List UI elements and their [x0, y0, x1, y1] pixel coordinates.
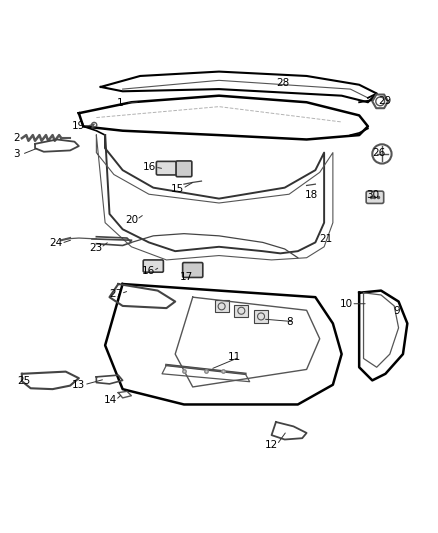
Text: 24: 24: [49, 238, 63, 248]
Text: 10: 10: [339, 298, 353, 309]
Text: 23: 23: [89, 243, 102, 253]
Text: 11: 11: [228, 352, 241, 362]
Text: 8: 8: [286, 317, 293, 327]
Text: 26: 26: [372, 149, 385, 158]
Text: 27: 27: [109, 289, 122, 298]
Text: 14: 14: [104, 395, 117, 405]
FancyBboxPatch shape: [143, 260, 163, 272]
FancyBboxPatch shape: [183, 263, 203, 278]
Text: 19: 19: [71, 122, 85, 131]
Text: 16: 16: [143, 162, 156, 172]
Bar: [254, 310, 268, 322]
Text: 30: 30: [367, 190, 380, 200]
Text: 18: 18: [304, 190, 318, 200]
Text: 29: 29: [378, 96, 391, 106]
Bar: [234, 304, 248, 317]
Text: 25: 25: [18, 376, 31, 386]
Text: 12: 12: [265, 440, 278, 450]
Text: 2: 2: [13, 133, 20, 143]
Text: 1: 1: [117, 98, 124, 108]
FancyBboxPatch shape: [366, 191, 384, 204]
FancyBboxPatch shape: [156, 161, 177, 175]
FancyBboxPatch shape: [176, 161, 192, 177]
Text: 20: 20: [125, 215, 138, 224]
Bar: [215, 300, 229, 312]
Text: 17: 17: [180, 272, 193, 281]
Text: 3: 3: [13, 149, 20, 159]
Text: 9: 9: [393, 306, 400, 316]
Text: 28: 28: [276, 78, 289, 88]
Text: 21: 21: [320, 235, 333, 244]
Text: 13: 13: [72, 379, 85, 390]
Text: 15: 15: [171, 183, 184, 193]
Text: 16: 16: [141, 266, 155, 276]
